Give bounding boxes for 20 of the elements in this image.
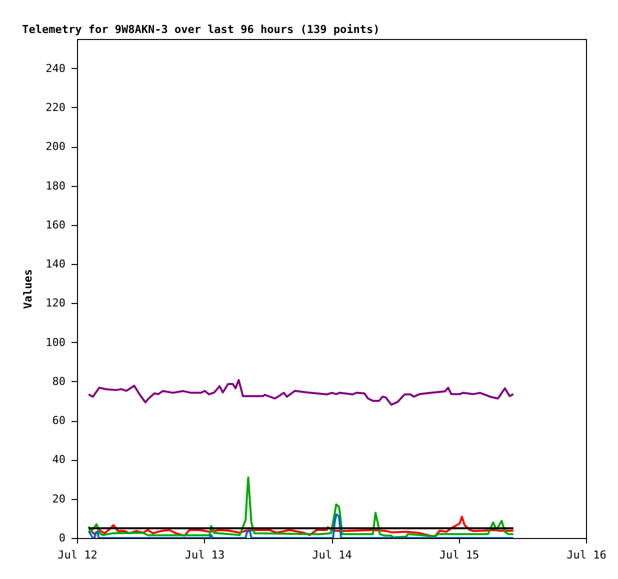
- chart-title: Telemetry for 9W8AKN-3 over last 96 hours (139 points): [22, 23, 380, 36]
- y-tick-label: 200: [46, 140, 66, 154]
- y-tick-label: 220: [46, 100, 66, 114]
- y-tick-label: 0: [58, 532, 66, 544]
- y-tick-label: 160: [46, 218, 66, 232]
- y-tick-label: 80: [52, 374, 66, 388]
- x-tick-label: Jul 12: [58, 548, 98, 562]
- y-tick-label: 240: [46, 62, 66, 75]
- y-tick-label: 180: [46, 179, 66, 192]
- y-tick-label: 20: [52, 492, 66, 506]
- x-tick-label: Jul 14: [312, 548, 352, 562]
- y-tick-label: 40: [52, 453, 66, 466]
- x-tick-label: Jul 13: [184, 548, 225, 562]
- x-tick-label: Jul 16: [566, 548, 606, 562]
- y-axis-title: Values: [22, 269, 35, 309]
- y-tick-label: 100: [46, 336, 66, 349]
- y-tick-label: 60: [52, 414, 66, 428]
- y-tick-label: 120: [46, 296, 66, 310]
- y-tick-label: 140: [46, 258, 66, 271]
- x-tick-label: Jul 15: [439, 548, 480, 562]
